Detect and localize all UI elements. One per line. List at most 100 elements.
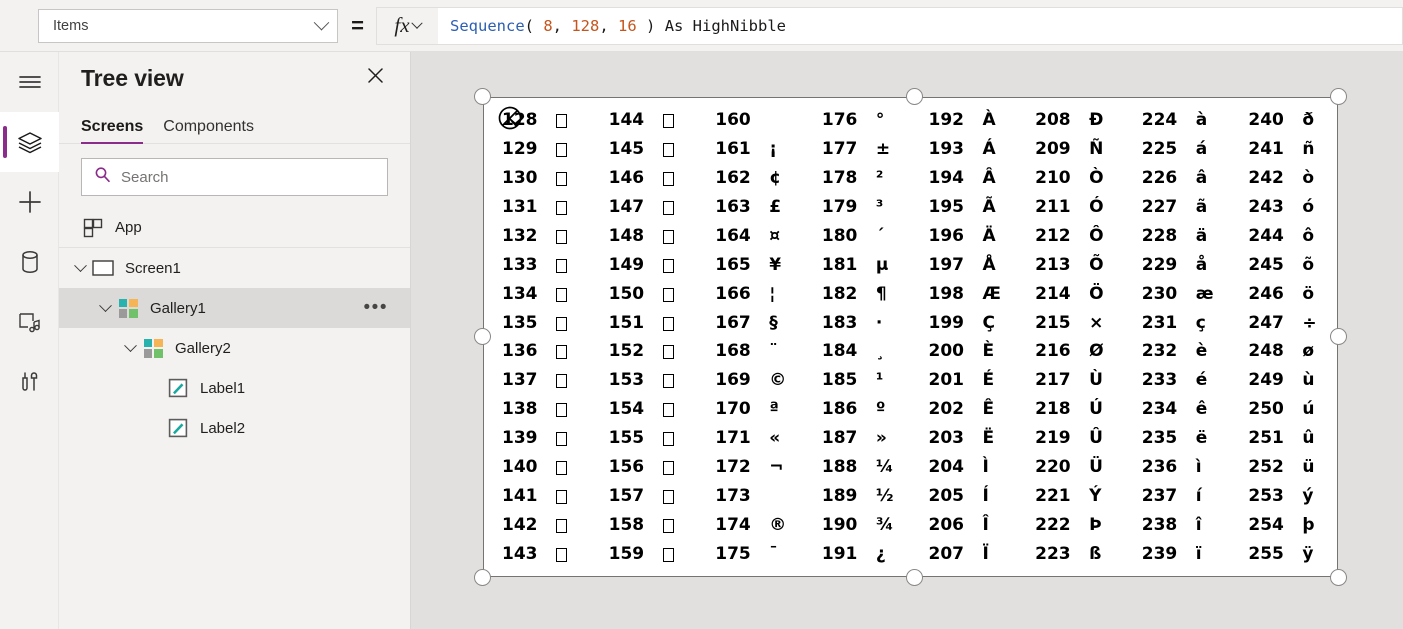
- gallery-item[interactable]: 162 ¢: [697, 164, 804, 193]
- gallery-item[interactable]: 135: [484, 308, 591, 337]
- gallery-item[interactable]: 236 ì: [1124, 453, 1231, 482]
- gallery-item[interactable]: 254 þ: [1230, 510, 1337, 539]
- gallery-item[interactable]: 191 ¿: [804, 539, 911, 568]
- gallery-item[interactable]: 216 Ø: [1017, 337, 1124, 366]
- gallery-item[interactable]: 218 Ú: [1017, 395, 1124, 424]
- gallery-item[interactable]: 189 ½: [804, 481, 911, 510]
- gallery-item[interactable]: 149: [591, 250, 698, 279]
- gallery-item[interactable]: 243 ó: [1230, 193, 1337, 222]
- gallery-item[interactable]: 156: [591, 453, 698, 482]
- gallery-item[interactable]: 183 ·: [804, 308, 911, 337]
- hamburger-menu-button[interactable]: [0, 52, 59, 112]
- gallery-item[interactable]: 148: [591, 222, 698, 251]
- gallery-item[interactable]: 169 ©: [697, 366, 804, 395]
- gallery-item[interactable]: 152: [591, 337, 698, 366]
- gallery-item[interactable]: 161 ¡: [697, 135, 804, 164]
- formula-input[interactable]: Sequence( 8, 128, 16 ) As HighNibble: [438, 6, 1403, 45]
- gallery-item[interactable]: 139: [484, 424, 591, 453]
- gallery-item[interactable]: 225 á: [1124, 135, 1231, 164]
- chevron-down-icon[interactable]: [69, 248, 91, 288]
- gallery-item[interactable]: 203 Ë: [911, 424, 1018, 453]
- gallery-item[interactable]: 163 £: [697, 193, 804, 222]
- gallery-item[interactable]: 184 ¸: [804, 337, 911, 366]
- gallery-item[interactable]: 176 °: [804, 106, 911, 135]
- gallery-item[interactable]: 172 ¬: [697, 453, 804, 482]
- fx-button[interactable]: fx: [376, 6, 438, 45]
- close-panel-button[interactable]: [360, 63, 390, 93]
- gallery-item[interactable]: 239 ï: [1124, 539, 1231, 568]
- gallery-item[interactable]: 132: [484, 222, 591, 251]
- gallery-item[interactable]: 249 ù: [1230, 366, 1337, 395]
- resize-handle-bottom-right[interactable]: [1330, 569, 1347, 586]
- data-button[interactable]: [0, 232, 59, 292]
- gallery-item[interactable]: 242 ò: [1230, 164, 1337, 193]
- gallery-item[interactable]: 201 É: [911, 366, 1018, 395]
- gallery-item[interactable]: 190 ¾: [804, 510, 911, 539]
- gallery-item[interactable]: 179 ³: [804, 193, 911, 222]
- gallery-item[interactable]: 226 â: [1124, 164, 1231, 193]
- gallery-item[interactable]: 185 ¹: [804, 366, 911, 395]
- gallery-item[interactable]: 213 Õ: [1017, 250, 1124, 279]
- chevron-down-icon[interactable]: [119, 328, 141, 368]
- gallery-item[interactable]: 215 ×: [1017, 308, 1124, 337]
- gallery-item[interactable]: 144: [591, 106, 698, 135]
- insert-button[interactable]: [0, 172, 59, 232]
- gallery-item[interactable]: 182 ¶: [804, 279, 911, 308]
- gallery-item[interactable]: 202 Ê: [911, 395, 1018, 424]
- resize-handle-bottom-left[interactable]: [474, 569, 491, 586]
- gallery-item[interactable]: 167 §: [697, 308, 804, 337]
- gallery-item[interactable]: 146: [591, 164, 698, 193]
- gallery-item[interactable]: 248 ø: [1230, 337, 1337, 366]
- gallery-item[interactable]: 234 ê: [1124, 395, 1231, 424]
- gallery-item[interactable]: 223 ß: [1017, 539, 1124, 568]
- gallery-item[interactable]: 195 Ã: [911, 193, 1018, 222]
- gallery-item[interactable]: 235 ë: [1124, 424, 1231, 453]
- gallery-item[interactable]: 147: [591, 193, 698, 222]
- gallery-item[interactable]: 142: [484, 510, 591, 539]
- resize-handle-middle-right[interactable]: [1330, 328, 1347, 345]
- gallery-item[interactable]: 222 Þ: [1017, 510, 1124, 539]
- tree-item-label2[interactable]: Label2: [59, 408, 410, 448]
- gallery-item[interactable]: 133: [484, 250, 591, 279]
- gallery-item[interactable]: 245 õ: [1230, 250, 1337, 279]
- gallery-item[interactable]: 233 é: [1124, 366, 1231, 395]
- gallery-item[interactable]: 154: [591, 395, 698, 424]
- gallery-item[interactable]: 194 Â: [911, 164, 1018, 193]
- gallery-item[interactable]: 209 Ñ: [1017, 135, 1124, 164]
- gallery-item[interactable]: 238 î: [1124, 510, 1231, 539]
- gallery-item[interactable]: 159: [591, 539, 698, 568]
- media-button[interactable]: [0, 292, 59, 352]
- resize-handle-top-center[interactable]: [906, 88, 923, 105]
- tree-item-label1[interactable]: Label1: [59, 368, 410, 408]
- gallery-item[interactable]: 253 ý: [1230, 481, 1337, 510]
- tree-item-context-menu-button[interactable]: •••: [363, 297, 388, 318]
- gallery-item[interactable]: 173: [697, 481, 804, 510]
- gallery-item[interactable]: 197 Å: [911, 250, 1018, 279]
- gallery-item[interactable]: 174 ®: [697, 510, 804, 539]
- tree-item-gallery1[interactable]: Gallery1 •••: [59, 288, 410, 328]
- gallery-surface[interactable]: 128 129 130 131 132 133 134 135 136 137 138 139 140 1…: [483, 97, 1338, 577]
- gallery-item[interactable]: 217 Ù: [1017, 366, 1124, 395]
- gallery-item[interactable]: 247 ÷: [1230, 308, 1337, 337]
- gallery-item[interactable]: 153: [591, 366, 698, 395]
- resize-handle-top-left[interactable]: [474, 88, 491, 105]
- gallery-item[interactable]: 141: [484, 481, 591, 510]
- tree-view-button[interactable]: [0, 112, 59, 172]
- gallery-item[interactable]: 204 Ì: [911, 453, 1018, 482]
- gallery-item[interactable]: 187 »: [804, 424, 911, 453]
- gallery-item[interactable]: 207 Ï: [911, 539, 1018, 568]
- gallery-item[interactable]: 188 ¼: [804, 453, 911, 482]
- gallery-item[interactable]: 251 û: [1230, 424, 1337, 453]
- gallery-item[interactable]: 220 Ü: [1017, 453, 1124, 482]
- tab-components[interactable]: Components: [163, 118, 254, 135]
- gallery-item[interactable]: 208 Ð: [1017, 106, 1124, 135]
- gallery-item[interactable]: 143: [484, 539, 591, 568]
- gallery-item[interactable]: 155: [591, 424, 698, 453]
- gallery-item[interactable]: 230 æ: [1124, 279, 1231, 308]
- gallery-item[interactable]: 211 Ó: [1017, 193, 1124, 222]
- gallery-item[interactable]: 244 ô: [1230, 222, 1337, 251]
- property-dropdown[interactable]: Items: [38, 8, 338, 43]
- gallery-item[interactable]: 200 È: [911, 337, 1018, 366]
- tree-item-app[interactable]: App: [59, 208, 410, 248]
- gallery-item[interactable]: 134: [484, 279, 591, 308]
